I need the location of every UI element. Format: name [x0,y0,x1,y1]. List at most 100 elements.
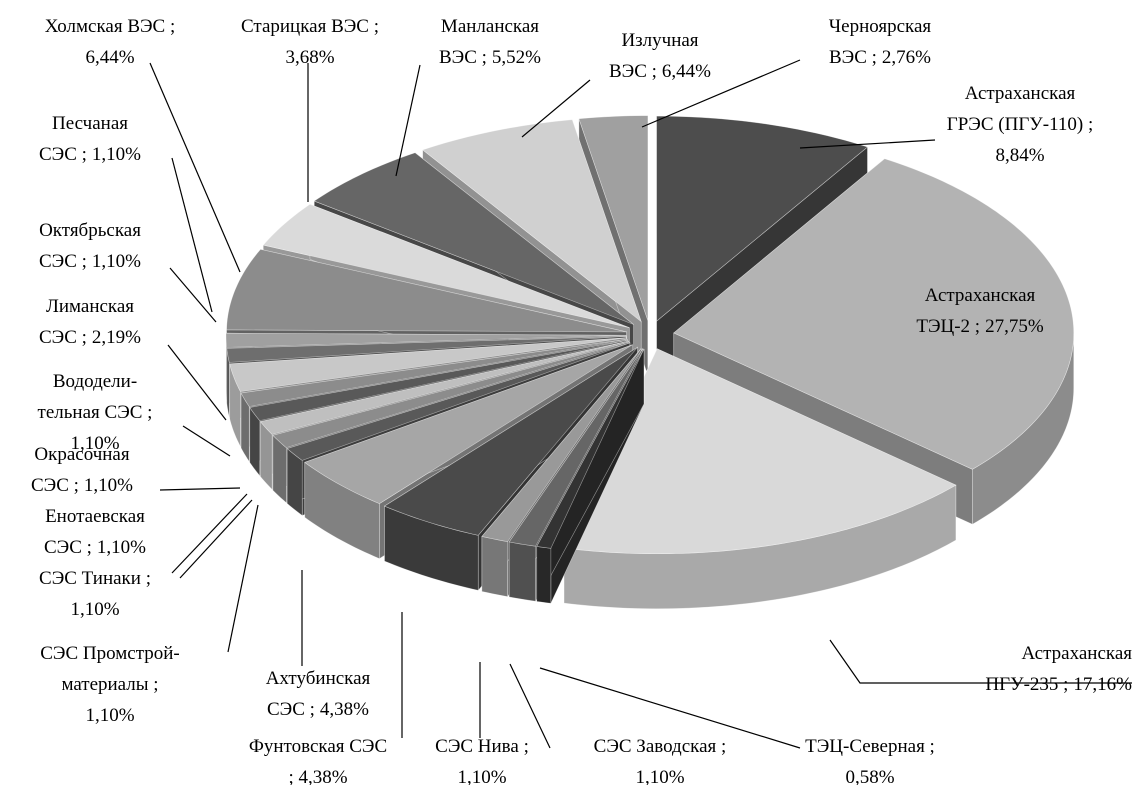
value-label: 1,10% [97,537,146,558]
label-line: Черноярская [829,16,932,37]
label-line: Окрасочная [34,444,129,465]
data-label: ТЭЦ-Северная ; 0,58% [805,736,935,785]
slice [673,158,1075,470]
value-label: 1,10% [85,705,134,726]
value-label: ; 4,38% [288,767,347,785]
value-label: 1,10% [70,433,119,454]
slice [225,332,627,348]
leader-line [395,64,421,177]
label-line: СЭС Тинаки ; [39,568,151,589]
category-label: Черноярская ВЭС ; [829,16,932,68]
value-label: 4,38% [320,699,369,720]
label-line: ВЭС ; [609,61,657,82]
leader-line [182,425,231,457]
label-line: СЭС ; [44,537,92,558]
label-line: СЭС ; [39,144,87,165]
category-label: Астраханская ТЭЦ-2 ; [916,285,1035,337]
label-line: Астраханская [965,83,1076,104]
slice-wall [536,546,552,604]
slice [383,347,638,536]
label-line: ТЭЦ-2 ; [916,316,980,337]
leader-line [641,59,801,128]
data-label: СЭС Промстрой-материалы ; 1,10% [40,643,180,726]
slice [262,203,630,329]
label-line: СЭС Нива ; [435,736,529,757]
slice [286,342,630,461]
category-label: СЭС Заводская ; [594,736,727,757]
slice [272,341,630,449]
leader-line [509,663,551,749]
data-label: Лиманская СЭС ; 2,19% [39,296,141,348]
slice [226,336,627,363]
slice [563,348,957,555]
category-label: Астраханская ГРЭС (ПГУ-110) ; [947,83,1093,135]
label-line: ПГУ-235 ; [985,674,1068,695]
slice [481,348,642,542]
category-label: ТЭЦ-Северная ; [805,736,935,757]
leader-line [227,504,259,653]
data-label: Астраханская ПГУ-235 ; 17,16% [985,643,1132,695]
category-label: Октябрьская СЭС ; [39,220,141,272]
label-line: СЭС ; [39,327,87,348]
slice [229,337,627,392]
label-line: ВЭС ; [439,47,487,68]
label-line: СЭС Промстрой- [40,643,180,664]
category-label: СЭС Промстрой-материалы ; [40,643,180,695]
value-label: 8,84% [995,145,1044,166]
leader-line [179,499,253,579]
slice [226,248,627,333]
value-label: 2,19% [92,327,141,348]
slice [422,119,642,323]
data-label: Ахтубинская СЭС ; 4,38% [266,668,371,720]
label-line: Ахтубинская [266,668,371,689]
label-line: Октябрьская [39,220,141,241]
leader-line [169,267,217,323]
data-label: Излучная ВЭС ; 6,44% [609,30,711,82]
value-label: 3,68% [285,47,334,68]
category-label: Вододели-тельная СЭС ; [38,371,153,423]
data-label: Енотаевская СЭС ; 1,10% [44,506,146,558]
category-label: Песчаная СЭС ; [39,113,128,165]
slice-wall [508,541,536,602]
data-label: Старицкая ВЭС ; 3,68% [241,16,379,68]
leader-line [149,62,241,273]
value-label: 1,10% [635,767,684,785]
label-line: Вододели- [53,371,137,392]
category-label: Астраханская ПГУ-235 ; [985,643,1132,695]
data-label: Окрасочная СЭС ; 1,10% [31,444,133,496]
value-label: 1,10% [70,599,119,620]
category-label: СЭС Нива ; [435,736,529,757]
leader-line [159,487,241,491]
label-line: СЭС ; [31,475,79,496]
value-label: 6,44% [85,47,134,68]
value-label: 5,52% [492,47,541,68]
label-line: материалы ; [61,674,158,695]
slice [240,338,628,407]
slice [249,339,628,422]
data-label: Вододели-тельная СЭС ; 1,10% [38,371,153,454]
label-line: Астраханская [1021,643,1132,664]
leader-line [829,639,1132,684]
label-line: Холмская ВЭС ; [45,16,176,37]
leaders [149,59,1132,749]
value-label: 1,10% [92,251,141,272]
leader-line [171,493,248,574]
data-label: Черноярская ВЭС ; 2,76% [829,16,932,68]
label-line: Старицкая ВЭС ; [241,16,379,37]
labels: Астраханская ГРЭС (ПГУ-110) ; 8,84% Астраха… [31,16,1132,785]
leader-line [171,157,213,313]
category-label: Енотаевская СЭС ; [44,506,145,558]
category-label: Фунтовская СЭС [249,736,387,757]
pie [225,115,1075,610]
slice-wall [481,536,508,597]
value-label: 1,10% [457,767,506,785]
leader-line [167,344,227,421]
label-line: Манланская [441,16,539,37]
label-line: ГРЭС (ПГУ-110) ; [947,114,1093,135]
slice [536,348,645,549]
category-label: Окрасочная СЭС ; [31,444,130,496]
data-label: Фунтовская СЭС ; 4,38% [249,736,387,785]
label-line: ВЭС ; [829,47,877,68]
